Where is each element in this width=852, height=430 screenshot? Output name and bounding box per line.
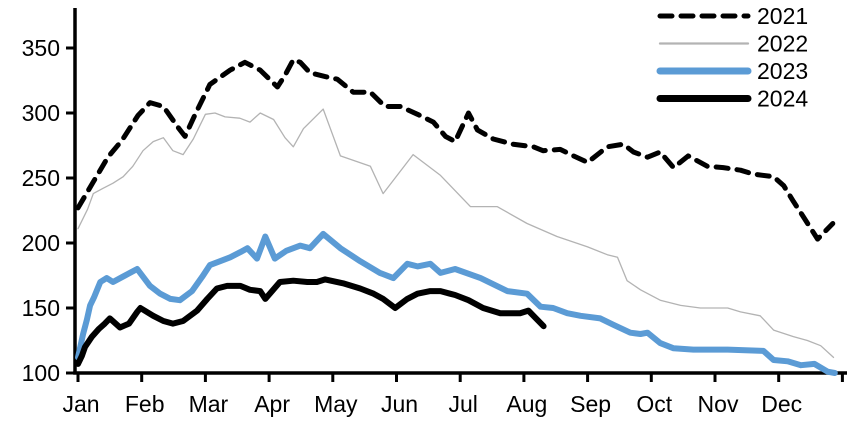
x-axis-month-label: Jul — [448, 391, 477, 417]
legend-label-2021: 2021 — [757, 3, 808, 29]
x-axis-month-label: Sep — [570, 391, 611, 417]
x-axis-month-label: Nov — [698, 391, 739, 417]
x-axis-month-label: Aug — [506, 391, 547, 417]
x-axis-month-label: Jan — [62, 391, 99, 417]
legend-label-2024: 2024 — [757, 86, 808, 112]
y-axis-tick-label: 200 — [22, 230, 60, 256]
x-axis-month-label: Dec — [761, 391, 802, 417]
x-axis-month-label: Oct — [636, 391, 672, 417]
x-axis-month-label: Feb — [125, 391, 165, 417]
legend-label-2022: 2022 — [757, 31, 808, 57]
y-axis-tick-label: 250 — [22, 165, 60, 191]
series-line-2024 — [75, 276, 547, 367]
series-line-2021 — [75, 57, 836, 242]
y-axis-tick-label: 300 — [22, 100, 60, 126]
y-axis-tick-label: 100 — [22, 360, 60, 386]
y-axis-tick-label: 150 — [22, 295, 60, 321]
x-axis-month-label: Mar — [189, 391, 229, 417]
x-axis-month-label: Jun — [381, 391, 418, 417]
x-axis-month-label: May — [314, 391, 358, 417]
series-line-2023 — [75, 230, 838, 376]
x-axis-month-label: Apr — [254, 391, 290, 417]
series-line-2022 — [77, 108, 835, 359]
legend-label-2023: 2023 — [757, 58, 808, 84]
y-axis-tick-label: 350 — [22, 35, 60, 61]
